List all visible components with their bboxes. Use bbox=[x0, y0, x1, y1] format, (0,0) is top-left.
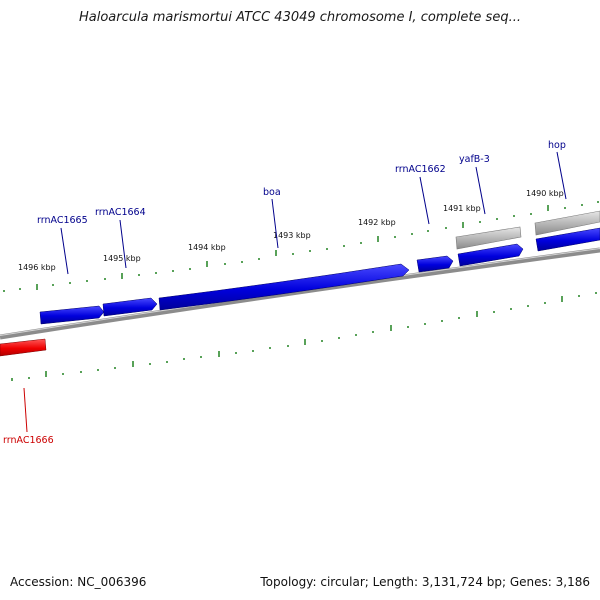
accession-text: Accession: NC_006396 bbox=[10, 575, 147, 589]
outer-tick-scale bbox=[3, 201, 599, 292]
gene-label-rrnAC1666[interactable]: rrnAC1666 bbox=[3, 435, 54, 446]
gene-label-rrnAC1664[interactable]: rrnAC1664 bbox=[95, 207, 146, 218]
kbp-label-1491: 1491 kbp bbox=[443, 204, 481, 213]
kbp-label-1494: 1494 kbp bbox=[188, 243, 226, 252]
gene-arrow-rrnAC1662[interactable] bbox=[416, 255, 454, 273]
gene-arrow-boa[interactable] bbox=[158, 263, 410, 311]
gene-arrow-rrnAC1665[interactable] bbox=[39, 305, 105, 325]
gene-label-boa[interactable]: boa bbox=[263, 187, 281, 198]
gene-label-yafB-3[interactable]: yafB-3 bbox=[459, 154, 490, 165]
feature-grey-1 bbox=[455, 226, 522, 250]
gene-label-hop[interactable]: hop bbox=[548, 140, 566, 151]
label-leader-lines bbox=[23, 151, 567, 433]
gene-arrow-yafB-3[interactable] bbox=[457, 243, 524, 267]
kbp-label-1495: 1495 kbp bbox=[103, 254, 141, 263]
gene-arrow-hop[interactable] bbox=[535, 227, 600, 252]
genome-backbone bbox=[0, 247, 600, 340]
gene-label-rrnAC1662[interactable]: rrnAC1662 bbox=[395, 164, 446, 175]
kbp-label-1490: 1490 kbp bbox=[526, 189, 564, 198]
gene-arrow-rrnAC1666[interactable] bbox=[0, 338, 47, 357]
kbp-label-1492: 1492 kbp bbox=[358, 218, 396, 227]
gene-arrow-rrnAC1664[interactable] bbox=[102, 297, 158, 317]
kbp-label-1496: 1496 kbp bbox=[18, 263, 56, 272]
inner-tick-scale bbox=[11, 292, 597, 381]
feature-grey-2 bbox=[534, 210, 600, 236]
topology-summary: Topology: circular; Length: 3,131,724 bp… bbox=[260, 575, 590, 589]
gene-label-rrnAC1665[interactable]: rrnAC1665 bbox=[37, 215, 88, 226]
map-title: Haloarcula marismortui ATCC 43049 chromo… bbox=[79, 10, 521, 25]
kbp-label-1493: 1493 kbp bbox=[273, 231, 311, 240]
